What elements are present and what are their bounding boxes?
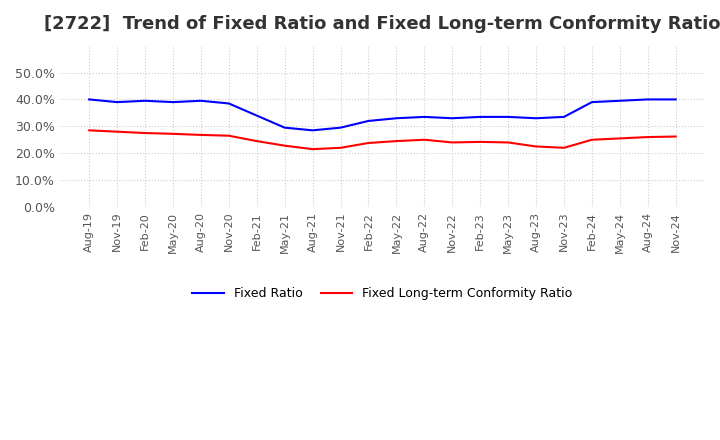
Fixed Long-term Conformity Ratio [616,136,624,141]
Line: Fixed Ratio: Fixed Ratio [89,99,675,130]
Fixed Long-term Conformity Ratio [671,134,680,139]
Fixed Ratio [559,114,568,120]
Fixed Ratio [140,98,149,103]
Fixed Long-term Conformity Ratio [280,143,289,148]
Fixed Ratio [336,125,345,130]
Fixed Ratio [644,97,652,102]
Fixed Long-term Conformity Ratio [448,140,456,145]
Legend: Fixed Ratio, Fixed Long-term Conformity Ratio: Fixed Ratio, Fixed Long-term Conformity … [186,281,579,306]
Fixed Long-term Conformity Ratio [392,139,401,144]
Fixed Long-term Conformity Ratio [85,128,94,133]
Title: [2722]  Trend of Fixed Ratio and Fixed Long-term Conformity Ratio: [2722] Trend of Fixed Ratio and Fixed Lo… [44,15,720,33]
Fixed Long-term Conformity Ratio [140,130,149,136]
Fixed Long-term Conformity Ratio [531,144,540,149]
Fixed Ratio [113,99,122,105]
Fixed Long-term Conformity Ratio [253,139,261,144]
Fixed Long-term Conformity Ratio [364,140,373,146]
Fixed Long-term Conformity Ratio [225,133,233,138]
Fixed Long-term Conformity Ratio [588,137,596,143]
Fixed Ratio [504,114,513,120]
Fixed Long-term Conformity Ratio [644,135,652,140]
Fixed Ratio [588,99,596,105]
Fixed Ratio [225,101,233,106]
Fixed Ratio [531,116,540,121]
Fixed Ratio [448,116,456,121]
Line: Fixed Long-term Conformity Ratio: Fixed Long-term Conformity Ratio [89,130,675,149]
Fixed Long-term Conformity Ratio [197,132,205,138]
Fixed Ratio [308,128,317,133]
Fixed Ratio [197,98,205,103]
Fixed Ratio [392,116,401,121]
Fixed Long-term Conformity Ratio [420,137,428,143]
Fixed Long-term Conformity Ratio [559,145,568,150]
Fixed Ratio [616,98,624,103]
Fixed Ratio [420,114,428,120]
Fixed Ratio [85,97,94,102]
Fixed Long-term Conformity Ratio [168,131,177,136]
Fixed Ratio [280,125,289,130]
Fixed Long-term Conformity Ratio [504,140,513,145]
Fixed Long-term Conformity Ratio [113,129,122,134]
Fixed Ratio [476,114,485,120]
Fixed Ratio [671,97,680,102]
Fixed Ratio [364,118,373,124]
Fixed Long-term Conformity Ratio [336,145,345,150]
Fixed Long-term Conformity Ratio [308,147,317,152]
Fixed Long-term Conformity Ratio [476,139,485,145]
Fixed Ratio [253,113,261,118]
Fixed Ratio [168,99,177,105]
